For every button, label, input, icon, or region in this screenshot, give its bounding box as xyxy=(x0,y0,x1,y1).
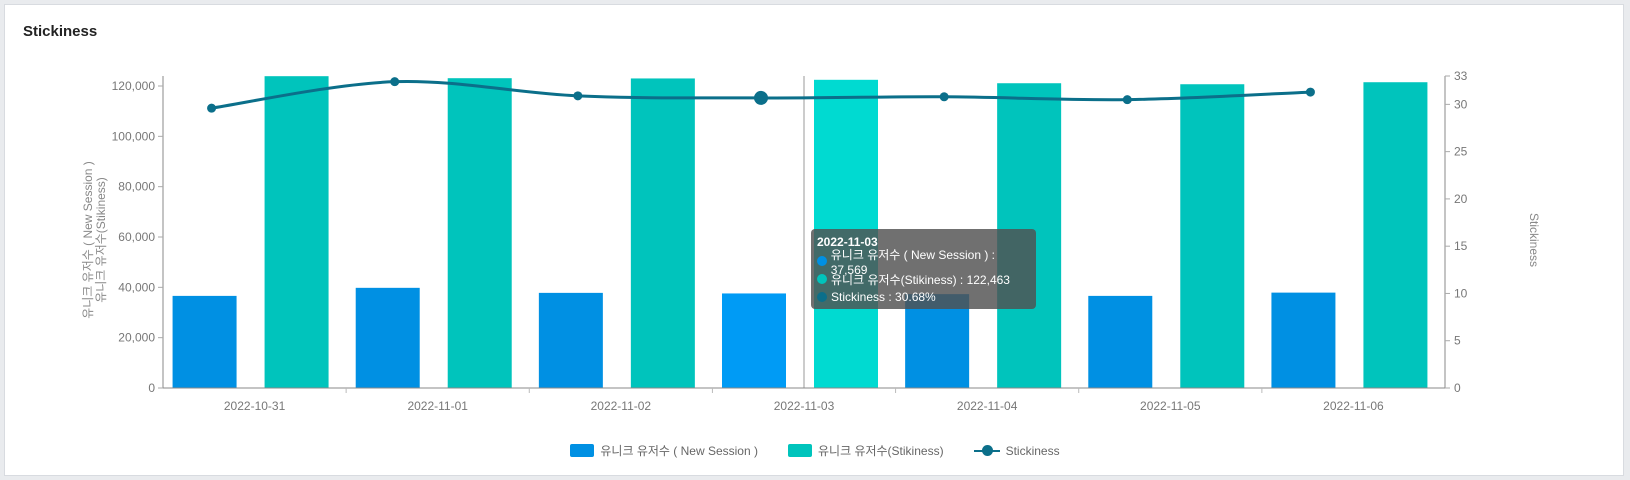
tooltip-row-stickiness: Stickiness : 30.68% xyxy=(817,288,1030,306)
bar-new-session[interactable] xyxy=(355,287,420,388)
bar-new-session[interactable] xyxy=(1088,295,1153,388)
stickiness-point[interactable] xyxy=(207,103,217,113)
stickiness-point[interactable] xyxy=(573,91,583,101)
bar-stikiness[interactable] xyxy=(630,78,695,388)
legend-item-stickiness[interactable]: Stickiness xyxy=(973,442,1060,459)
left-tick-label: 80,000 xyxy=(118,180,155,194)
left-tick-label: 100,000 xyxy=(112,129,156,143)
left-axis-title-line1: 유니크 유저수 ( New Session ) xyxy=(81,161,95,319)
x-tick-label: 2022-11-02 xyxy=(591,399,652,413)
right-tick-label: 0 xyxy=(1454,381,1461,395)
legend-item-new-session[interactable]: 유니크 유저수 ( New Session ) xyxy=(570,442,758,459)
stickiness-point[interactable] xyxy=(754,90,768,105)
bar-stikiness[interactable] xyxy=(1363,82,1428,388)
bar-new-session[interactable] xyxy=(722,293,786,388)
card-title: Stickiness xyxy=(23,23,98,40)
right-tick-label: 20 xyxy=(1454,192,1468,206)
right-tick-label: 15 xyxy=(1454,239,1468,253)
x-tick-label: 2022-11-03 xyxy=(774,399,835,413)
stickiness-point[interactable] xyxy=(1122,95,1132,105)
left-tick-label: 60,000 xyxy=(118,230,155,244)
bar-new-session[interactable] xyxy=(905,294,970,388)
bar-new-session[interactable] xyxy=(538,292,603,388)
bar-stikiness[interactable] xyxy=(264,76,329,388)
legend-label-new-session: 유니크 유저수 ( New Session ) xyxy=(600,444,758,458)
right-axis-title: Stickiness xyxy=(1527,213,1541,267)
left-tick-label: 0 xyxy=(148,381,155,395)
x-tick-label: 2022-10-31 xyxy=(224,399,286,413)
x-tick-label: 2022-11-06 xyxy=(1323,399,1384,413)
right-tick-label: 33 xyxy=(1454,69,1468,83)
right-tick-label: 25 xyxy=(1454,145,1468,159)
bar-new-session[interactable] xyxy=(1271,292,1336,388)
bar-stikiness[interactable] xyxy=(1180,84,1245,388)
legend-line-marker-icon xyxy=(973,444,1000,457)
legend-swatch-stikiness xyxy=(787,444,812,457)
tooltip-row-stikiness: 유니크 유저수(Stikiness) : 122,463 xyxy=(817,270,1030,288)
stickiness-point[interactable] xyxy=(390,77,400,87)
legend-swatch-new-session xyxy=(570,444,595,457)
tooltip-text-new-session: 유니크 유저수 ( New Session ) : 37,569 xyxy=(830,247,996,277)
tooltip-dot-stikiness xyxy=(817,274,827,284)
legend-label-stikiness: 유니크 유저수(Stikiness) xyxy=(817,444,944,458)
x-tick-label: 2022-11-05 xyxy=(1140,399,1201,413)
right-tick-label: 5 xyxy=(1454,334,1461,348)
stickiness-chart: 0 20,000 40,000 60,000 80,000 100,000 120,000 0… xyxy=(81,69,1541,413)
bar-new-session[interactable] xyxy=(172,295,237,388)
left-axis-title-line2: 유니크 유저수(Stikiness) xyxy=(94,177,108,303)
bar-stikiness[interactable] xyxy=(447,78,512,388)
stickiness-point[interactable] xyxy=(939,92,949,102)
tooltip-row-new-session: 유니크 유저수 ( New Session ) : 37,569 xyxy=(817,248,1030,277)
left-tick-label: 20,000 xyxy=(118,331,155,345)
legend-label-stickiness: Stickiness xyxy=(1005,443,1060,458)
right-tick-label: 10 xyxy=(1454,286,1468,300)
left-tick-label: 120,000 xyxy=(112,79,156,93)
x-tick-label: 2022-11-04 xyxy=(957,399,1018,413)
chart-tooltip: 2022-11-03 유니크 유저수 ( New Session ) : 37,… xyxy=(811,229,1036,309)
stickiness-point[interactable] xyxy=(1305,87,1315,97)
chart-legend: 유니크 유저수 ( New Session ) 유니크 유저수(Stikines… xyxy=(0,442,1630,459)
tooltip-dot-stickiness xyxy=(817,292,827,302)
right-tick-label: 30 xyxy=(1454,97,1468,111)
tooltip-text-stikiness: 유니크 유저수(Stikiness) : 122,463 xyxy=(831,272,1010,287)
x-tick-label: 2022-11-01 xyxy=(407,399,468,413)
tooltip-dot-new-session xyxy=(817,256,827,266)
left-tick-label: 40,000 xyxy=(118,280,155,294)
legend-item-stikiness[interactable]: 유니크 유저수(Stikiness) xyxy=(787,442,944,459)
tooltip-title: 2022-11-03 xyxy=(817,235,878,249)
tooltip-text-stickiness: Stickiness : 30.68% xyxy=(831,290,936,304)
